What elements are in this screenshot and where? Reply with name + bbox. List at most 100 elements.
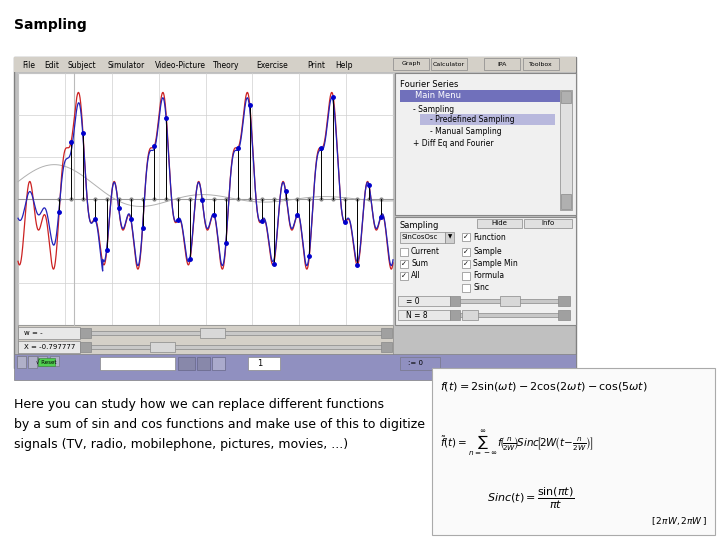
Bar (462, 260, 470, 268)
Bar (395, 73, 576, 215)
Text: Toolbox: Toolbox (529, 62, 553, 66)
Bar (28, 356, 37, 366)
Text: $Sinc(t) = \dfrac{\sin(\pi t)}{\pi t}$: $Sinc(t) = \dfrac{\sin(\pi t)}{\pi t}$ (487, 486, 575, 511)
Bar (395, 217, 576, 325)
Bar (462, 310, 478, 320)
Bar (484, 58, 520, 70)
Bar (400, 232, 445, 243)
Bar (400, 260, 408, 268)
Bar (524, 219, 572, 228)
Bar (200, 328, 225, 338)
Bar (500, 296, 520, 306)
Bar (431, 58, 467, 70)
Bar (400, 248, 408, 256)
Bar (558, 296, 570, 306)
Bar (558, 310, 570, 320)
Bar (18, 325, 393, 368)
Bar (14, 354, 576, 380)
Text: Edit: Edit (44, 60, 59, 70)
Bar (398, 310, 450, 320)
Text: - Sampling: - Sampling (413, 105, 454, 113)
Text: Simulator: Simulator (108, 60, 145, 70)
Bar (14, 57, 576, 368)
Text: Video-Picture: Video-Picture (155, 60, 206, 70)
Text: IPA: IPA (498, 62, 507, 66)
Text: Exercise: Exercise (256, 60, 288, 70)
Bar (561, 194, 571, 209)
Bar (460, 313, 560, 317)
Bar (393, 58, 429, 70)
Text: $\tilde{f}(t) = \sum_{n=-\infty}^{\infty} f\!\left(\!\frac{n}{2W}\!\right)\!Sinc: $\tilde{f}(t) = \sum_{n=-\infty}^{\infty… (440, 428, 593, 458)
Bar (80, 328, 91, 338)
Text: Sum: Sum (411, 260, 428, 268)
Text: - Manual Sampling: - Manual Sampling (430, 126, 502, 136)
Text: Help: Help (335, 60, 353, 70)
Bar (523, 58, 559, 70)
Text: Current: Current (411, 247, 440, 256)
Bar (460, 299, 560, 303)
Bar (248, 357, 280, 370)
Bar (462, 248, 470, 256)
Text: Hide: Hide (491, 220, 507, 226)
Bar (450, 310, 460, 320)
Bar (80, 342, 91, 352)
Text: Sample Min: Sample Min (473, 260, 518, 268)
Text: Sampling: Sampling (14, 18, 86, 32)
Bar (91, 331, 385, 335)
Bar (50, 356, 59, 366)
Bar (400, 357, 440, 370)
Bar (561, 91, 571, 103)
Text: ✓: ✓ (463, 249, 469, 255)
Text: ✓: ✓ (401, 273, 407, 279)
Text: := 0: := 0 (408, 360, 423, 366)
Bar (400, 272, 408, 280)
Text: Sample: Sample (473, 247, 502, 256)
Bar (18, 341, 80, 353)
Bar (38, 356, 47, 366)
Text: 1: 1 (257, 359, 263, 368)
Bar (381, 342, 392, 352)
Text: w = -: w = - (24, 330, 42, 336)
Text: Info: Info (541, 220, 554, 226)
Text: Function: Function (473, 233, 505, 241)
Bar (17, 356, 26, 368)
Text: Theory: Theory (213, 60, 240, 70)
Bar (462, 272, 470, 280)
Text: Sinc: Sinc (473, 284, 489, 293)
Text: N = 8: N = 8 (406, 310, 428, 320)
Bar (18, 327, 80, 339)
Bar (477, 219, 522, 228)
Bar (445, 232, 454, 243)
Text: ✓: ✓ (401, 261, 407, 267)
Text: Calculator: Calculator (433, 62, 465, 66)
Text: Fourier Series: Fourier Series (400, 80, 459, 89)
Text: Formula: Formula (473, 272, 504, 280)
Bar (450, 296, 460, 306)
Text: Main Menu: Main Menu (415, 91, 461, 100)
Text: Graph: Graph (401, 62, 420, 66)
Bar (381, 328, 392, 338)
Text: Print: Print (307, 60, 325, 70)
Text: Subject: Subject (68, 60, 96, 70)
Text: All: All (411, 272, 420, 280)
Bar (462, 284, 470, 292)
Text: $[\, 2\pi W, 2\pi W\,]$: $[\, 2\pi W, 2\pi W\,]$ (651, 515, 707, 527)
Text: √ Reset: √ Reset (36, 359, 56, 364)
Bar (100, 357, 175, 370)
Text: Sampling: Sampling (400, 221, 439, 230)
Text: $f(t) = 2\sin(\omega t) - 2\cos(2\omega t) - \cos(5\omega t)$: $f(t) = 2\sin(\omega t) - 2\cos(2\omega … (440, 380, 648, 393)
Bar (28, 356, 37, 368)
Bar (150, 342, 175, 352)
Bar (197, 357, 210, 370)
Bar (18, 73, 393, 325)
Text: X = -0.797777: X = -0.797777 (24, 344, 76, 350)
Bar (560, 90, 572, 210)
Text: SinCosOsc: SinCosOsc (402, 234, 438, 240)
Bar (38, 358, 55, 366)
Bar (91, 345, 385, 349)
Bar (17, 356, 26, 366)
Text: ✓: ✓ (463, 234, 469, 240)
Bar (178, 357, 195, 370)
Bar (420, 114, 555, 125)
Bar (432, 368, 715, 535)
